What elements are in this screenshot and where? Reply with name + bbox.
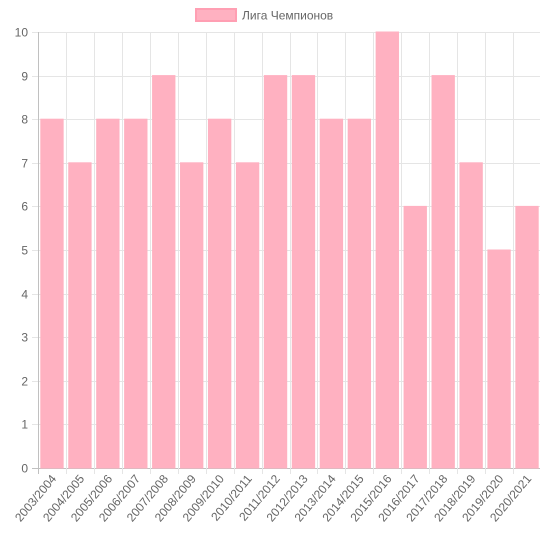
y-tick-label: 4: [21, 288, 28, 302]
bar[interactable]: [235, 162, 260, 469]
bar[interactable]: [152, 75, 176, 469]
bar[interactable]: [431, 75, 455, 469]
y-tick-label: 5: [21, 244, 28, 258]
y-tick-label: 9: [21, 70, 28, 84]
bar[interactable]: [96, 118, 120, 469]
bar[interactable]: [68, 162, 92, 469]
bar[interactable]: [459, 162, 483, 469]
bar[interactable]: [403, 205, 427, 469]
legend-label[interactable]: Лига Чемпионов: [242, 9, 333, 23]
bar[interactable]: [487, 249, 511, 469]
y-tick-label: 1: [21, 418, 28, 432]
bar[interactable]: [319, 118, 344, 469]
y-tick-label: 2: [21, 375, 28, 389]
bars: [40, 31, 539, 469]
bar[interactable]: [375, 31, 399, 469]
bar[interactable]: [263, 75, 288, 469]
bar[interactable]: [40, 118, 64, 469]
bar[interactable]: [180, 162, 204, 469]
y-tick-label: 7: [21, 157, 28, 171]
bar[interactable]: [207, 118, 232, 469]
y-tick-label: 10: [15, 26, 29, 40]
bar[interactable]: [347, 118, 372, 469]
y-tick-label: 8: [21, 113, 28, 127]
y-tick-label: 3: [21, 331, 28, 345]
y-tick-label: 0: [21, 462, 28, 476]
bar[interactable]: [124, 118, 148, 469]
legend-swatch[interactable]: [195, 8, 237, 22]
bar[interactable]: [291, 75, 316, 469]
legend[interactable]: Лига Чемпионов: [195, 8, 333, 23]
y-tick-label: 6: [21, 200, 28, 214]
y-axis-ticks: 0 1 2 3 4 5 6 7 8 9 10: [15, 26, 29, 476]
x-axis-ticks: 2003/20042004/20052005/20062006/20072007…: [12, 472, 534, 525]
bar[interactable]: [515, 205, 539, 469]
